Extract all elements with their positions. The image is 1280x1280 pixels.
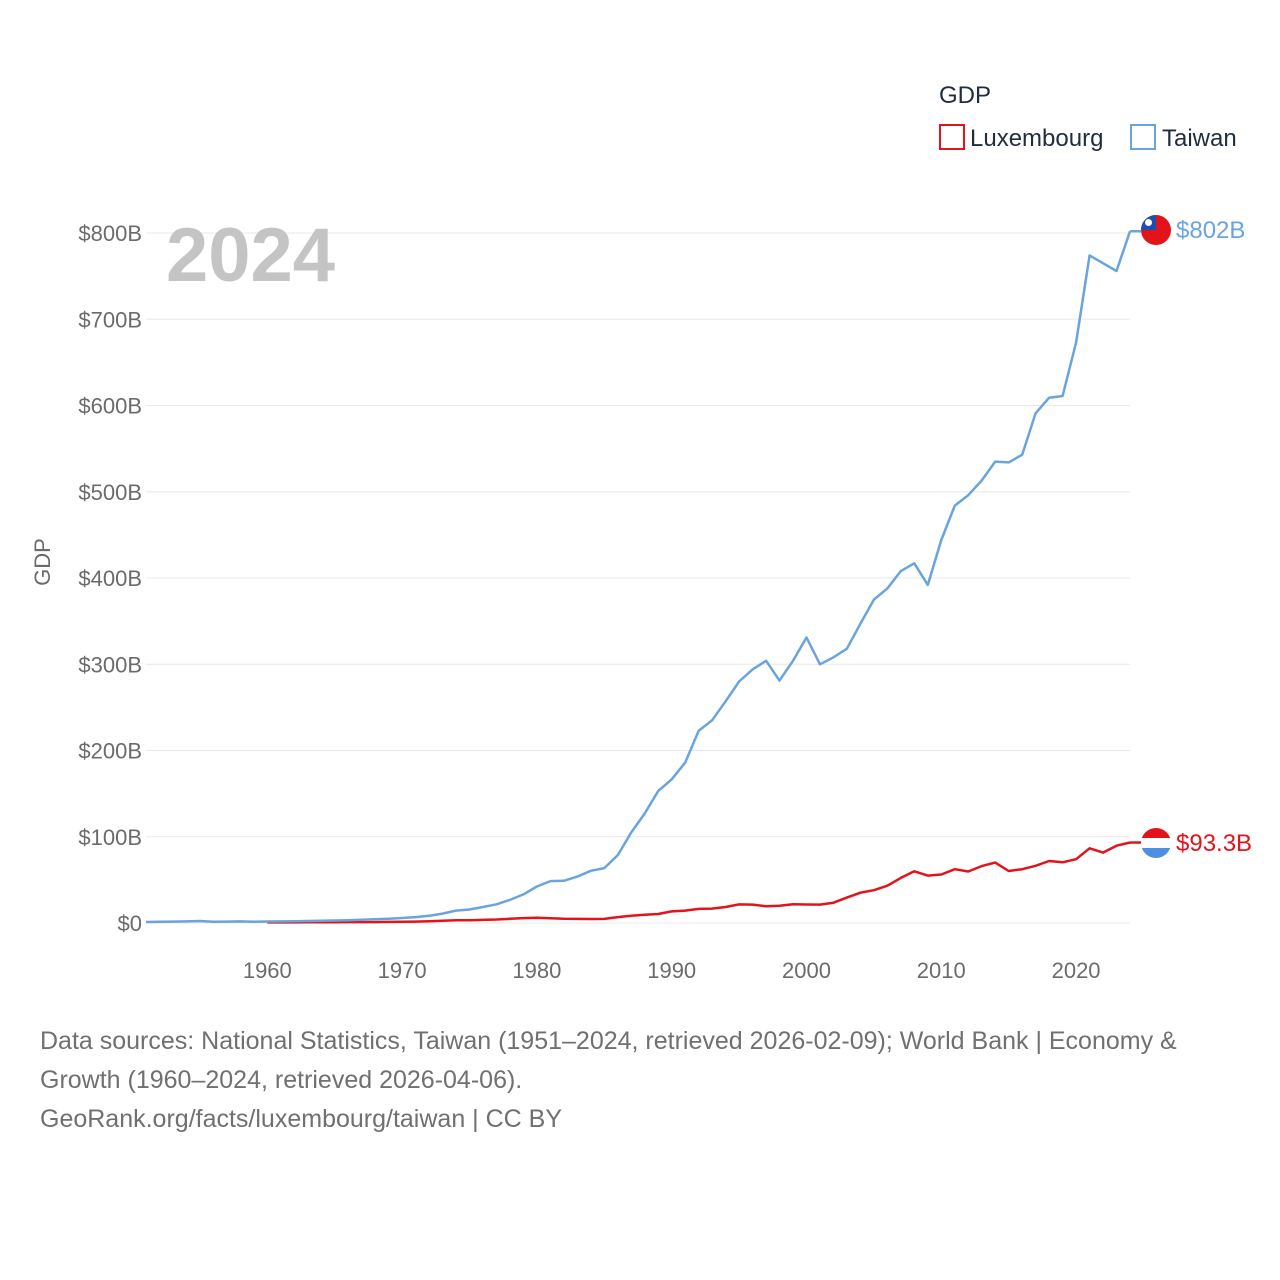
footer-attribution[interactable]: GeoRank.org/facts/luxembourg/taiwan | CC… — [40, 1105, 563, 1133]
luxembourg-flag-icon — [1141, 828, 1171, 858]
x-tick-label: 1990 — [647, 958, 696, 983]
series-line-luxembourg[interactable] — [267, 841, 1131, 924]
legend-item-taiwan[interactable]: Taiwan — [1130, 124, 1237, 152]
y-tick-label: $400B — [78, 566, 142, 591]
y-axis-title: GDP — [30, 538, 55, 586]
legend-title: GDP — [939, 82, 991, 109]
series-lines — [145, 230, 1141, 924]
y-tick-label: $700B — [78, 307, 142, 332]
series-line-taiwan[interactable] — [145, 230, 1132, 924]
year-label: 2024 — [166, 213, 335, 298]
y-tick-label: $300B — [78, 652, 142, 677]
luxembourg-end-value-label: $93.3B — [1176, 830, 1252, 857]
x-tick-label: 1970 — [378, 958, 427, 983]
x-tick-label: 1980 — [512, 958, 561, 983]
x-axis-ticks: 1960 1970 1980 1990 2000 2010 2020 — [243, 958, 1101, 983]
taiwan-end-value-label: $802B — [1176, 217, 1245, 244]
legend[interactable]: GDP Luxembourg Taiwan — [939, 82, 1237, 152]
x-tick-label: 2010 — [917, 958, 966, 983]
gridlines — [146, 232, 1130, 924]
x-tick-label: 2000 — [782, 958, 831, 983]
legend-label-taiwan: Taiwan — [1162, 125, 1237, 152]
taiwan-flag-icon — [1141, 215, 1171, 245]
footer-sources-line-2: Growth (1960–2024, retrieved 2026-04-06)… — [40, 1066, 523, 1094]
x-tick-label: 1960 — [243, 958, 292, 983]
y-tick-label: $0 — [118, 911, 142, 936]
x-tick-label: 2020 — [1052, 958, 1101, 983]
legend-swatch-taiwan — [1130, 124, 1156, 150]
gdp-line-chart: $0 $100B $200B $300B $400B $500B $600B $700B $80… — [30, 82, 1252, 983]
y-tick-label: $800B — [78, 221, 142, 246]
legend-label-luxembourg: Luxembourg — [970, 125, 1103, 152]
y-tick-label: $200B — [78, 739, 142, 764]
legend-swatch-luxembourg — [939, 124, 965, 150]
y-tick-label: $500B — [78, 480, 142, 505]
legend-item-luxembourg[interactable]: Luxembourg — [939, 124, 1103, 152]
y-tick-label: $100B — [78, 825, 142, 850]
y-axis-ticks: $0 $100B $200B $300B $400B $500B $600B $700B $80… — [78, 221, 142, 936]
y-tick-label: $600B — [78, 394, 142, 419]
footer-sources-line-1: Data sources: National Statistics, Taiwa… — [40, 1027, 1177, 1055]
data-sources-footer: Data sources: National Statistics, Taiwa… — [40, 1022, 1250, 1139]
